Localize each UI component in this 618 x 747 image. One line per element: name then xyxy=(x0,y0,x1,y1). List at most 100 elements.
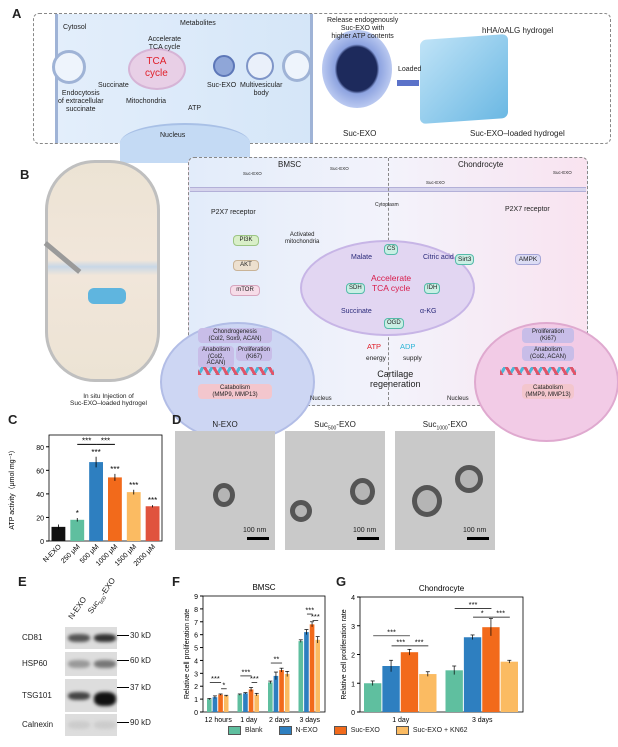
bar xyxy=(445,670,463,712)
significance-star: *** xyxy=(415,637,424,646)
plot-frame xyxy=(202,595,326,713)
cell-cytosol-region xyxy=(55,14,313,143)
legend-item: Suc-EXO + KN62 xyxy=(395,726,468,735)
panel-label-a: A xyxy=(12,6,22,21)
multivesicular-body-icon xyxy=(246,52,274,80)
significance-star: ** xyxy=(274,655,280,664)
tem-title: N-EXO xyxy=(212,420,238,429)
label-succinate-b: Succinate xyxy=(341,308,372,315)
bar xyxy=(51,526,66,541)
bar xyxy=(254,694,259,712)
label-cartilage-regeneration: Cartilage regeneration xyxy=(370,369,421,390)
label-suc-exo-3: Suc-EXO xyxy=(426,180,445,185)
significance-star: * xyxy=(222,680,225,689)
suc-exo-large-icon xyxy=(322,30,392,108)
proliferation-box-right: Proliferation (Ki67) xyxy=(522,328,574,344)
bar xyxy=(400,652,419,712)
tem-image xyxy=(395,431,495,550)
label-cytosol: Cytosol xyxy=(63,24,87,31)
significance-star: *** xyxy=(148,496,157,505)
exosome-vesicle xyxy=(350,478,375,505)
anabolism-box-left: Anabolism (Col2, ACAN) xyxy=(198,346,234,368)
idh-enzyme: IDH xyxy=(424,283,441,294)
catabolism-box-right: Catabolism (MMP9, MMP13) xyxy=(522,384,574,400)
catabolism-box-left: Catabolism (MMP9, MMP13) xyxy=(198,384,272,400)
nucleus-shape xyxy=(120,123,250,163)
tem-title: Suc1000-EXO xyxy=(422,420,468,432)
panel-label-d: D xyxy=(172,412,182,427)
bar xyxy=(218,694,223,712)
label-suc-exo: Suc-EXO xyxy=(207,82,237,89)
exosome-vesicle xyxy=(213,483,235,507)
molecular-weight-marker: 60 kD xyxy=(130,656,151,665)
label-suc-exo-large: Suc-EXO xyxy=(343,129,377,138)
significance-star: *** xyxy=(469,600,478,609)
chondrogenesis-box: Chondrogenesis (Col2, Sox9, ACAN) xyxy=(198,328,272,344)
y-tick-label: 7 xyxy=(194,620,198,627)
panel-label-b: B xyxy=(20,167,30,182)
proliferation-box-left: Proliferation (Ki67) xyxy=(236,346,272,362)
scale-bar xyxy=(247,537,269,540)
chart-legend: Blank N-EXO Suc-EXO Suc-EXO + KN62 xyxy=(228,726,468,735)
sirt3-node: Sirt3 xyxy=(455,254,475,266)
bar xyxy=(70,519,85,541)
protein-band xyxy=(94,691,116,706)
legend-label: Suc-EXO + KN62 xyxy=(412,727,468,734)
panel-label-f: F xyxy=(172,574,180,589)
marker-line xyxy=(117,635,129,636)
label-atp: ATP xyxy=(188,105,202,112)
blot-row-label: HSP60 xyxy=(22,659,48,668)
label-p2x7-left: P2X7 receptor xyxy=(211,209,256,216)
label-cytoplasm: Cytoplasm xyxy=(375,202,399,208)
blot-row-label: CD81 xyxy=(22,633,43,642)
label-endocytosis: Endocytosis of extracellular succinate xyxy=(58,90,104,114)
label-atp-b: ATP xyxy=(367,342,382,351)
x-tick-label: 3 days xyxy=(472,717,493,724)
sdh-enzyme: SDH xyxy=(346,283,365,294)
legend-label: N-EXO xyxy=(295,727,318,734)
y-tick-label: 1 xyxy=(351,681,355,688)
significance-star: *** xyxy=(211,674,220,683)
y-tick-label: 80 xyxy=(36,445,44,452)
label-suc-exo-1: Suc-EXO xyxy=(243,171,262,176)
scale-bar xyxy=(467,537,489,540)
significance-star: *** xyxy=(242,667,251,676)
protein-band xyxy=(68,691,90,700)
label-succinate: Succinate xyxy=(98,82,129,89)
molecular-weight-marker: 30 kD xyxy=(130,631,151,640)
y-tick-label: 60 xyxy=(36,468,44,475)
label-metabolites: Metabolites xyxy=(180,20,216,27)
legend-swatch xyxy=(228,726,241,735)
chart-title: BMSC xyxy=(252,583,275,592)
protein-band xyxy=(94,660,116,668)
label-hydrogel: hHA/oALG hydrogel xyxy=(482,26,554,35)
y-tick-label: 5 xyxy=(194,646,198,653)
y-tick-label: 3 xyxy=(194,671,198,678)
y-tick-label: 1 xyxy=(194,697,198,704)
scale-bar-label: 100 nm xyxy=(243,527,267,534)
x-tick-label: 12 hours xyxy=(205,717,233,724)
y-tick-label: 4 xyxy=(194,658,198,665)
panel-label-e: E xyxy=(18,574,27,589)
knee-joint-illustration xyxy=(45,160,160,382)
protein-band xyxy=(94,721,116,729)
y-tick-label: 0 xyxy=(40,539,44,546)
anabolism-box-right: Anabolism (Col2, ACAN) xyxy=(522,346,574,362)
bar xyxy=(309,624,315,712)
mtor-node: mTOR xyxy=(230,285,260,296)
panel-label-g: G xyxy=(336,574,347,589)
bar xyxy=(463,637,482,712)
marker-line xyxy=(117,687,129,688)
label-tca-cycle: TCA cycle xyxy=(145,56,168,79)
exosome-vesicle xyxy=(455,465,483,493)
y-axis-label: Relative cell proliferation rate xyxy=(184,609,191,699)
blot-row-label: TSG101 xyxy=(22,690,52,700)
legend-swatch xyxy=(333,726,347,735)
scale-bar-label: 100 nm xyxy=(353,527,377,534)
legend-swatch xyxy=(395,726,409,735)
label-suc-exo-2: Suc-EXO xyxy=(330,166,349,171)
y-tick-label: 2 xyxy=(351,653,355,660)
label-supply: supply xyxy=(403,355,422,362)
significance-star: *** xyxy=(496,609,505,618)
